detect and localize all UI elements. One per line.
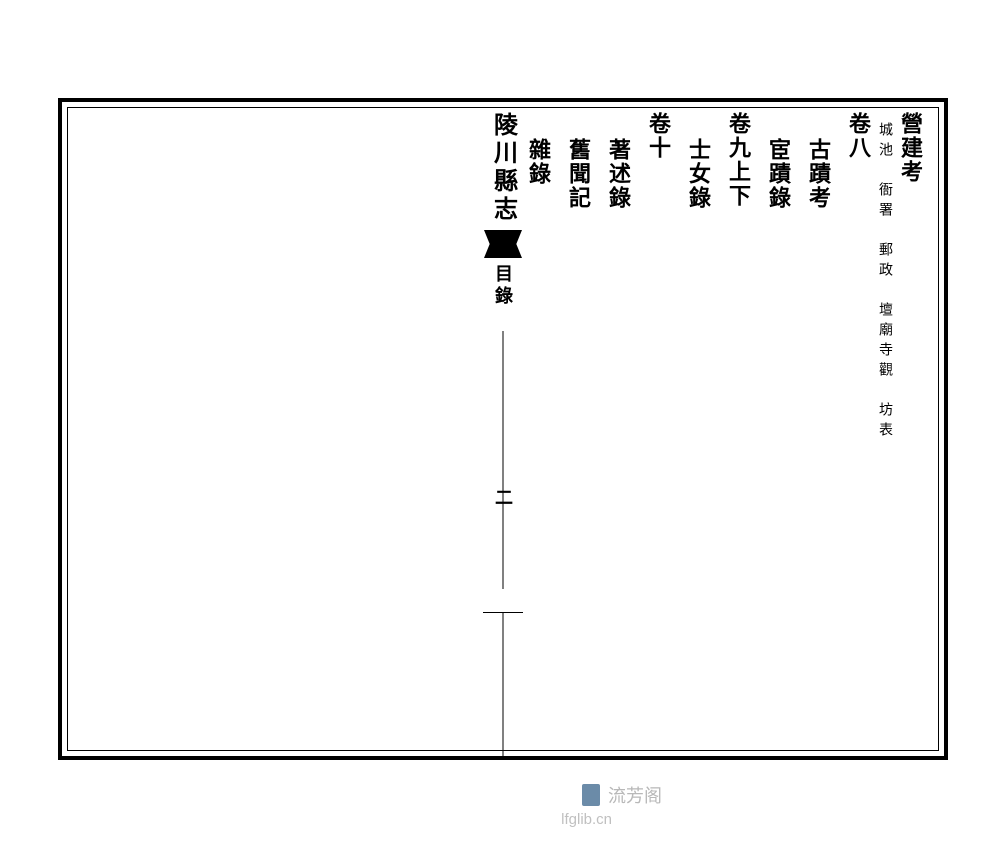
- book-page-frame: 陵川縣志 目錄 二 營建考 城池 衙署 郵政 壇廟寺觀 坊表 卷八 古蹟考 宦蹟…: [58, 98, 948, 760]
- column-main-text: 舊聞記: [562, 112, 594, 210]
- text-column: 營建考 城池 衙署 郵政 壇廟寺觀 坊表: [874, 112, 926, 746]
- column-small-text: 城池 衙署 郵政 壇廟寺觀 坊表: [874, 122, 894, 746]
- fold-line-lower: [503, 612, 504, 757]
- text-column: 卷八: [842, 112, 874, 746]
- column-main-text: 宦蹟錄: [762, 112, 794, 210]
- text-column: 宦蹟錄: [762, 112, 794, 746]
- column-main-text: 卷八: [842, 112, 874, 160]
- text-column: 雜錄: [522, 112, 554, 746]
- watermark-url: lfglib.cn: [561, 811, 612, 828]
- column-main-text: 古蹟考: [802, 112, 834, 210]
- spine-section: 目錄: [490, 264, 516, 308]
- fold-line: [503, 331, 504, 589]
- book-icon: [582, 784, 600, 806]
- text-column: 卷十: [642, 112, 674, 746]
- column-main-text: 卷十: [642, 112, 674, 160]
- right-page-content: 營建考 城池 衙署 郵政 壇廟寺觀 坊表 卷八 古蹟考 宦蹟錄 卷九上下 士女錄…: [514, 112, 934, 746]
- column-main-text: 士女錄: [682, 112, 714, 210]
- watermark-text: 流芳阁: [608, 782, 662, 808]
- column-main-text: 卷九上下: [722, 112, 754, 208]
- text-column: 卷九上下: [722, 112, 754, 746]
- text-column: 古蹟考: [802, 112, 834, 746]
- column-main-text: 雜錄: [522, 112, 554, 186]
- column-main-text: 營建考: [894, 112, 926, 746]
- column-main-text: 著述錄: [602, 112, 634, 210]
- watermark: 流芳阁: [582, 782, 662, 808]
- text-column: 著述錄: [602, 112, 634, 746]
- text-column: 士女錄: [682, 112, 714, 746]
- text-column: 舊聞記: [562, 112, 594, 746]
